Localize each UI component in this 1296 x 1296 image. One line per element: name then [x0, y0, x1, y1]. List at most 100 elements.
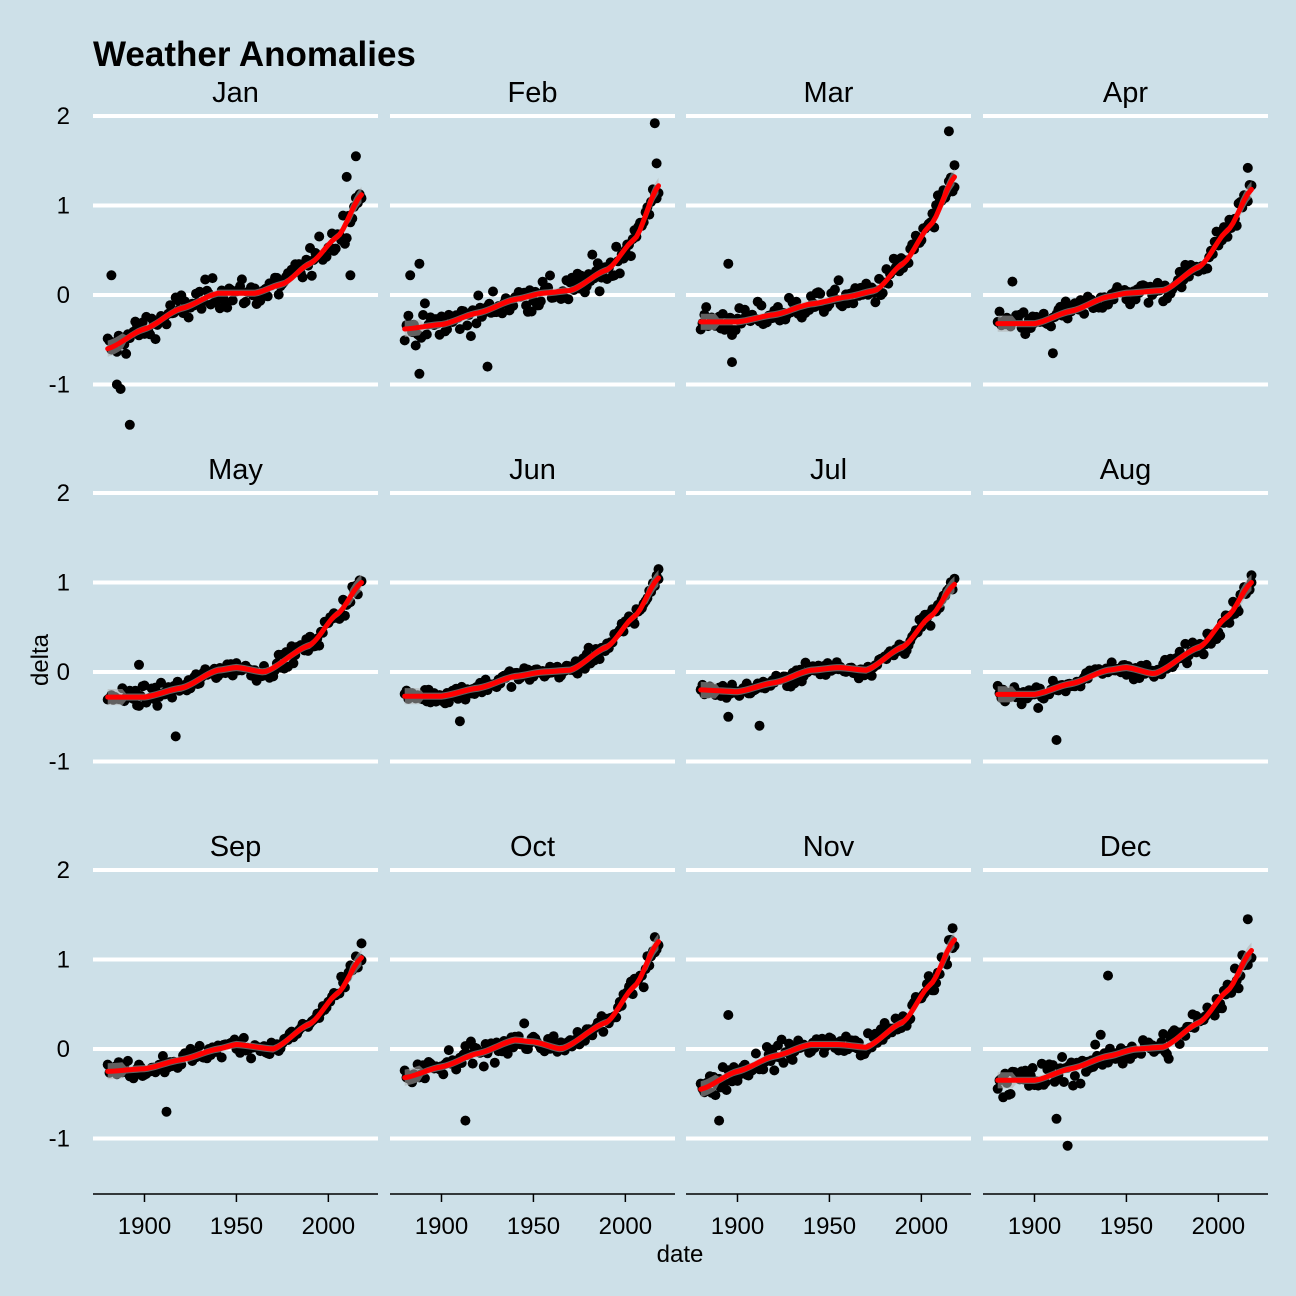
- data-point: [222, 302, 233, 313]
- data-point: [314, 640, 325, 651]
- data-point: [776, 1034, 787, 1045]
- smooth-line: [402, 939, 661, 1081]
- x-axis-label: date: [657, 1241, 704, 1268]
- data-point: [170, 731, 181, 742]
- smooth-line: [698, 937, 957, 1092]
- facet-label: Feb: [508, 77, 558, 109]
- data-point: [462, 320, 473, 331]
- y-tick-label: 0: [57, 282, 70, 309]
- smooth-line: [698, 174, 957, 325]
- data-point: [1198, 649, 1209, 660]
- y-tick-label: 2: [57, 103, 70, 130]
- data-point: [216, 1052, 227, 1063]
- data-point: [587, 249, 598, 260]
- smooth-line: [698, 581, 957, 695]
- panel-may: May 2 1 0 -1: [49, 454, 378, 776]
- panel-oct: Oct 1900 1950 2000: [390, 831, 675, 1240]
- y-tick-label: 1: [57, 947, 70, 974]
- data-point: [1075, 1078, 1086, 1089]
- data-point: [1090, 1039, 1101, 1050]
- data-point: [341, 233, 352, 244]
- data-point: [1163, 1053, 1174, 1064]
- panel-jun: Jun: [390, 454, 675, 764]
- smooth-line: [402, 183, 661, 332]
- panel-dec: Dec 1900 1950 2000: [983, 831, 1268, 1240]
- x-tick-label: 2000: [599, 1213, 652, 1240]
- data-point: [1215, 630, 1226, 641]
- data-point: [255, 295, 266, 306]
- data-point: [1217, 1003, 1227, 1014]
- data-point: [1027, 1063, 1038, 1073]
- data-point: [1018, 307, 1029, 318]
- data-point: [306, 270, 317, 281]
- data-point: [194, 286, 205, 297]
- y-axis-label: delta: [27, 633, 54, 686]
- data-point: [403, 310, 414, 321]
- data-point: [1057, 1052, 1068, 1062]
- data-point: [460, 1115, 471, 1126]
- data-point: [787, 1054, 798, 1065]
- data-point: [157, 1051, 168, 1061]
- data-point: [262, 291, 273, 302]
- data-point: [134, 659, 144, 670]
- data-point: [1143, 297, 1154, 308]
- data-point: [756, 300, 767, 311]
- x-tick-label: 2000: [1192, 1213, 1245, 1240]
- data-point: [1242, 914, 1253, 925]
- data-point: [194, 1040, 205, 1051]
- facet-panels: Jan 2 1 0 -1 Feb Mar Apr May 2 1 0 -1 Jun Jul Aug Sep 2 1 0…: [49, 77, 1268, 1240]
- facet-label: Apr: [1103, 77, 1148, 109]
- data-point: [482, 361, 493, 372]
- data-point: [471, 318, 482, 329]
- facet-label: Oct: [510, 831, 555, 863]
- data-point: [421, 329, 432, 340]
- data-point: [161, 319, 172, 330]
- data-point: [866, 670, 877, 681]
- data-point: [519, 1018, 530, 1029]
- y-tick-label: 2: [57, 857, 70, 884]
- data-point: [240, 296, 251, 307]
- data-point: [594, 654, 605, 665]
- y-tick-label: 0: [57, 659, 70, 686]
- x-tick-label: 2000: [895, 1213, 948, 1240]
- data-point: [943, 126, 954, 137]
- data-point: [156, 677, 166, 688]
- data-point: [949, 160, 960, 171]
- panel-jul: Jul: [686, 454, 971, 764]
- x-tick-label: 1900: [118, 1213, 171, 1240]
- data-point: [183, 312, 194, 323]
- y-tick-label: -1: [49, 749, 70, 776]
- data-point: [750, 1048, 761, 1059]
- x-tick-label: 2000: [302, 1213, 355, 1240]
- data-point: [1038, 308, 1049, 319]
- y-tick-label: 2: [57, 480, 70, 507]
- data-point: [829, 284, 840, 295]
- data-point: [443, 1045, 454, 1056]
- data-point: [730, 325, 741, 336]
- data-point: [124, 419, 135, 430]
- data-point: [594, 286, 605, 297]
- data-point: [273, 289, 284, 300]
- data-point: [1005, 1089, 1016, 1099]
- data-point: [207, 273, 218, 284]
- data-point: [410, 340, 421, 351]
- data-point: [150, 334, 161, 345]
- data-point: [321, 251, 332, 262]
- data-point: [1007, 276, 1018, 287]
- panel-feb: Feb: [390, 77, 675, 387]
- data-point: [848, 298, 859, 309]
- data-point: [769, 1065, 780, 1076]
- data-point: [238, 1032, 249, 1043]
- data-point: [994, 306, 1005, 317]
- data-point: [419, 298, 430, 309]
- data-point: [165, 300, 176, 311]
- panel-mar: Mar: [686, 77, 971, 387]
- data-point: [754, 720, 765, 731]
- facet-label: Jan: [212, 77, 259, 109]
- data-point: [405, 270, 416, 281]
- data-point: [638, 982, 649, 993]
- data-point: [473, 290, 484, 301]
- data-point: [1202, 263, 1213, 274]
